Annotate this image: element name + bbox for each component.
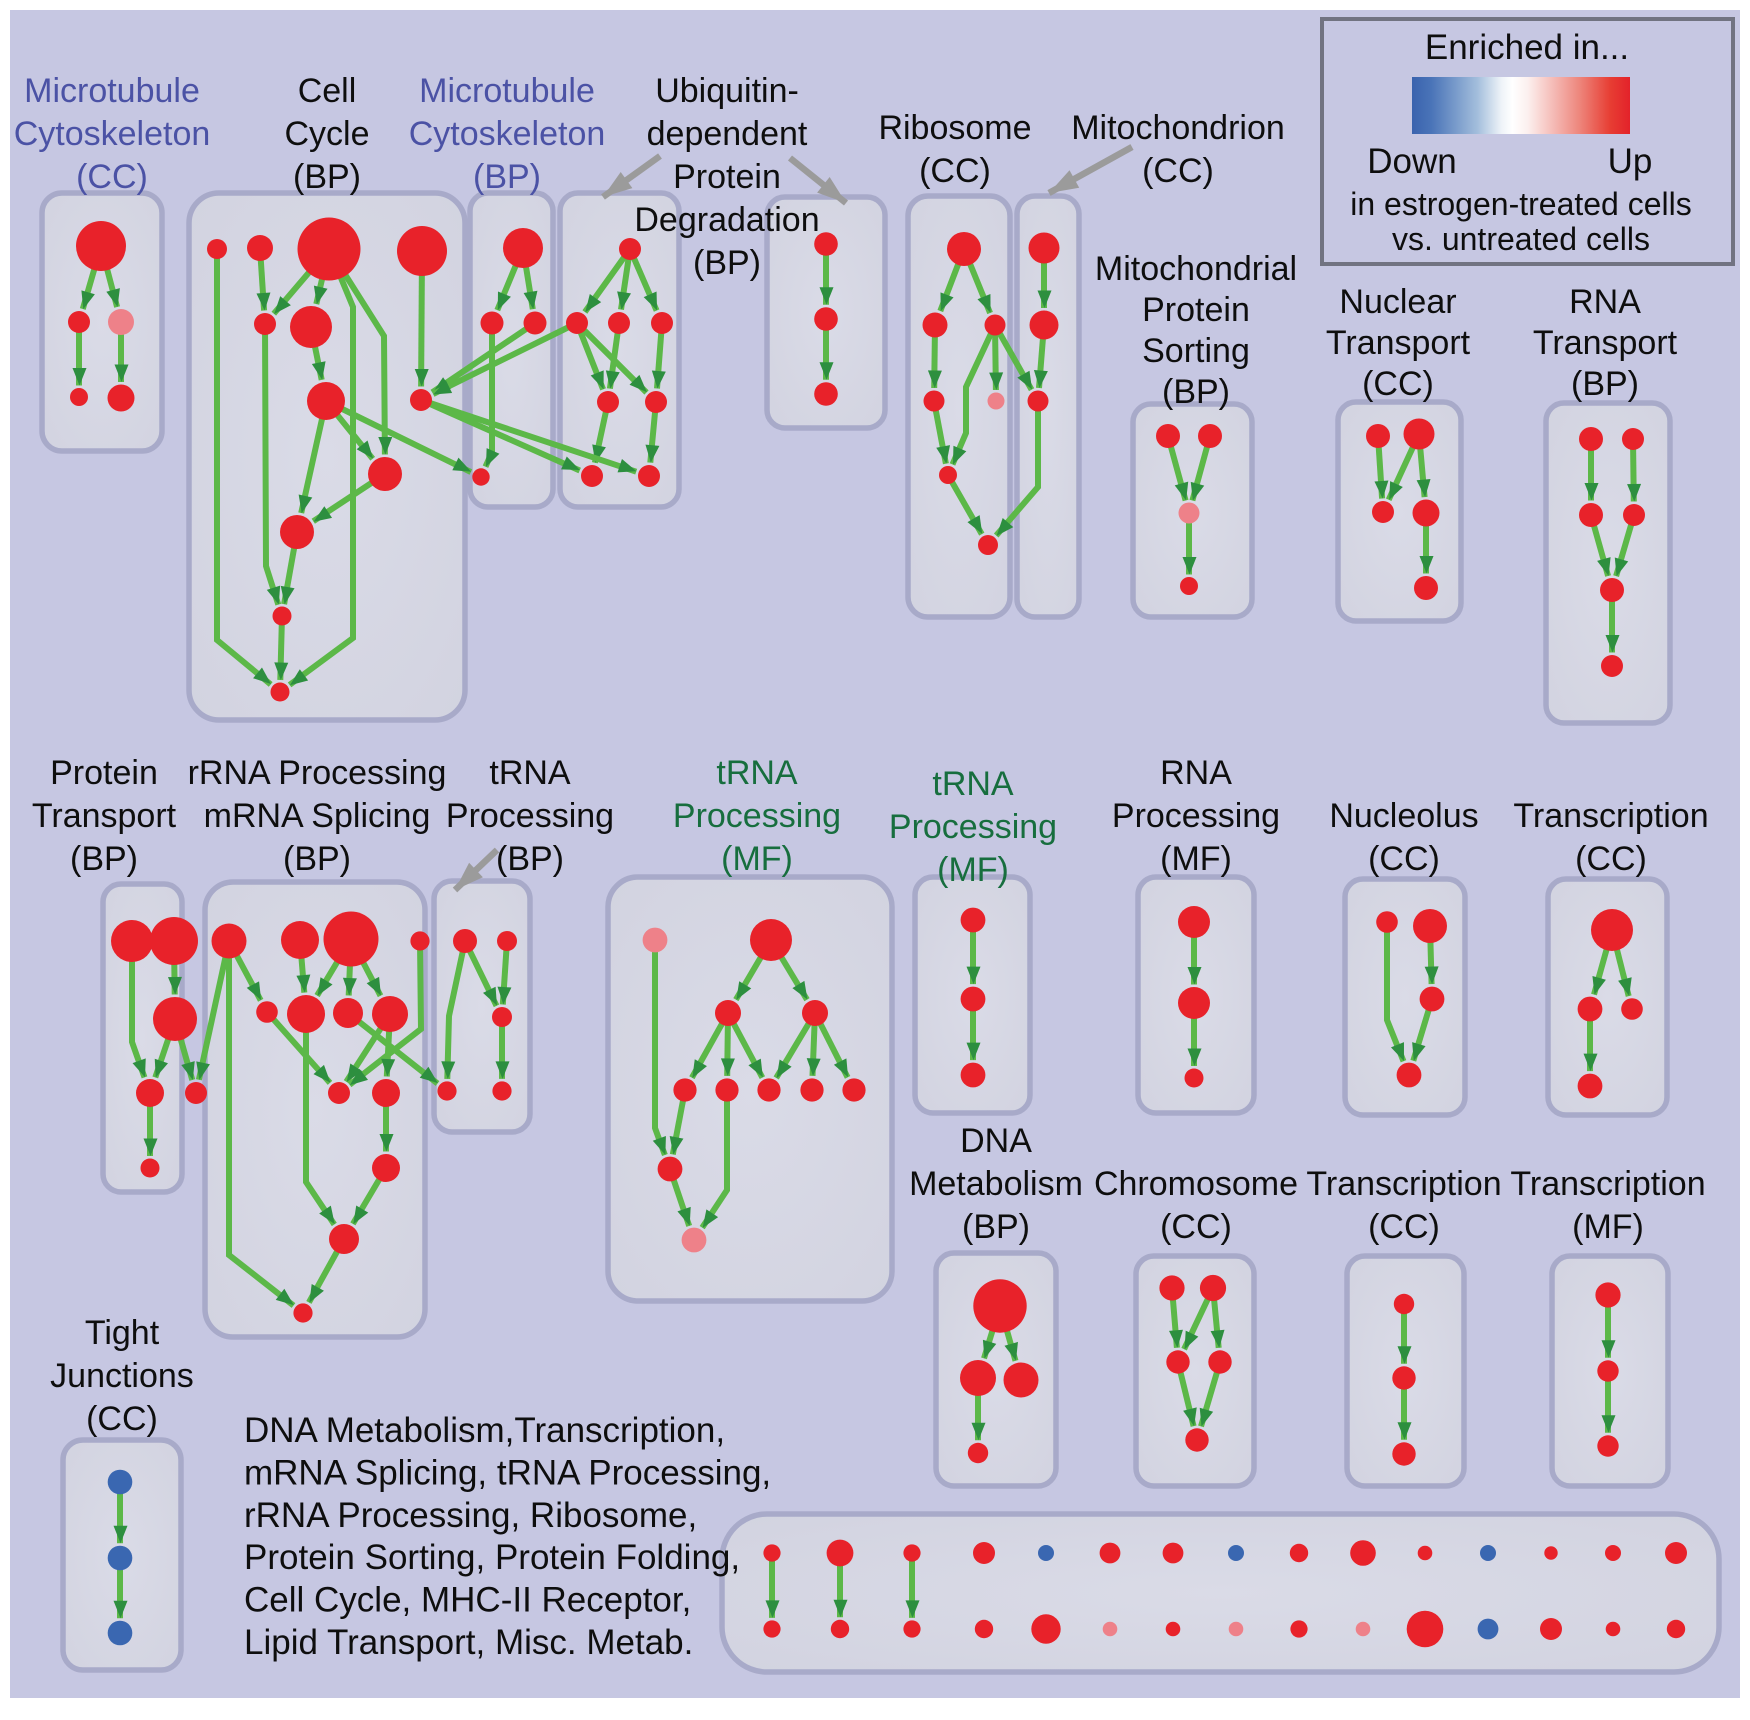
- svg-text:Processing: Processing: [1112, 797, 1280, 835]
- svg-text:Degradation: Degradation: [634, 201, 819, 239]
- svg-text:mRNA Splicing, tRNA Processing: mRNA Splicing, tRNA Processing,: [244, 1453, 771, 1492]
- svg-text:Protein Sorting, Protein Foldi: Protein Sorting, Protein Folding,: [244, 1538, 740, 1577]
- svg-text:Microtubule: Microtubule: [24, 72, 200, 110]
- svg-text:(CC): (CC): [1160, 1208, 1232, 1246]
- svg-text:(CC): (CC): [86, 1400, 158, 1438]
- svg-text:Nuclear: Nuclear: [1339, 283, 1456, 321]
- svg-text:Cycle: Cycle: [284, 115, 369, 153]
- svg-text:Protein: Protein: [1142, 291, 1250, 329]
- svg-text:Ubiquitin-: Ubiquitin-: [655, 72, 799, 110]
- svg-text:tRNA: tRNA: [932, 765, 1014, 803]
- svg-text:(CC): (CC): [76, 158, 148, 196]
- svg-text:Transcription: Transcription: [1510, 1165, 1705, 1203]
- svg-text:RNA: RNA: [1569, 283, 1641, 321]
- svg-text:Transport: Transport: [32, 797, 177, 835]
- svg-text:Down: Down: [1367, 142, 1456, 181]
- svg-text:Tight: Tight: [85, 1314, 160, 1352]
- svg-text:Processing: Processing: [889, 808, 1057, 846]
- svg-text:(BP): (BP): [962, 1208, 1030, 1246]
- svg-text:(BP): (BP): [496, 840, 564, 878]
- svg-text:(MF): (MF): [937, 851, 1009, 889]
- svg-text:(MF): (MF): [721, 840, 793, 878]
- svg-text:Microtubule: Microtubule: [419, 72, 595, 110]
- svg-text:Mitochondrion: Mitochondrion: [1071, 109, 1285, 147]
- svg-text:Cytoskeleton: Cytoskeleton: [14, 115, 211, 153]
- svg-text:(BP): (BP): [283, 840, 351, 878]
- svg-text:(BP): (BP): [1162, 373, 1230, 411]
- svg-text:(BP): (BP): [693, 244, 761, 282]
- svg-text:Processing: Processing: [673, 797, 841, 835]
- svg-text:tRNA: tRNA: [716, 754, 798, 792]
- svg-text:rRNA Processing, Ribosome,: rRNA Processing, Ribosome,: [244, 1496, 697, 1535]
- svg-text:vs. untreated cells: vs. untreated cells: [1392, 221, 1650, 257]
- svg-text:(BP): (BP): [1571, 365, 1639, 403]
- svg-text:tRNA: tRNA: [489, 754, 571, 792]
- svg-text:RNA: RNA: [1160, 754, 1232, 792]
- svg-text:(CC): (CC): [1575, 840, 1647, 878]
- svg-text:DNA: DNA: [960, 1122, 1032, 1160]
- svg-text:Cell Cycle, MHC-II Receptor,: Cell Cycle, MHC-II Receptor,: [244, 1581, 691, 1620]
- svg-text:Chromosome: Chromosome: [1094, 1165, 1298, 1203]
- svg-text:Transport: Transport: [1326, 324, 1471, 362]
- svg-text:Mitochondrial: Mitochondrial: [1095, 250, 1297, 288]
- svg-text:Transcription: Transcription: [1306, 1165, 1501, 1203]
- svg-text:Protein: Protein: [673, 158, 781, 196]
- svg-text:(BP): (BP): [293, 158, 361, 196]
- svg-text:Up: Up: [1608, 142, 1653, 181]
- svg-text:Junctions: Junctions: [50, 1357, 194, 1395]
- svg-text:Cytoskeleton: Cytoskeleton: [409, 115, 606, 153]
- svg-text:Lipid Transport, Misc. Metab.: Lipid Transport, Misc. Metab.: [244, 1623, 693, 1662]
- svg-text:Nucleolus: Nucleolus: [1329, 797, 1478, 835]
- svg-text:(CC): (CC): [1362, 365, 1434, 403]
- svg-text:Enriched in...: Enriched in...: [1425, 28, 1629, 67]
- svg-text:Sorting: Sorting: [1142, 332, 1250, 370]
- svg-text:in estrogen-treated cells: in estrogen-treated cells: [1350, 186, 1692, 222]
- svg-text:mRNA Splicing: mRNA Splicing: [204, 797, 431, 835]
- svg-text:(MF): (MF): [1572, 1208, 1644, 1246]
- svg-text:Cell: Cell: [298, 72, 357, 110]
- svg-text:Transport: Transport: [1533, 324, 1678, 362]
- svg-text:(BP): (BP): [473, 158, 541, 196]
- svg-text:Protein: Protein: [50, 754, 158, 792]
- svg-text:DNA Metabolism,Transcription,: DNA Metabolism,Transcription,: [244, 1411, 725, 1450]
- svg-text:Transcription: Transcription: [1513, 797, 1708, 835]
- svg-text:Processing: Processing: [446, 797, 614, 835]
- svg-text:(CC): (CC): [919, 152, 991, 190]
- svg-text:(CC): (CC): [1142, 152, 1214, 190]
- svg-text:(CC): (CC): [1368, 1208, 1440, 1246]
- svg-text:(CC): (CC): [1368, 840, 1440, 878]
- svg-text:(BP): (BP): [70, 840, 138, 878]
- svg-text:dependent: dependent: [647, 115, 808, 153]
- svg-text:Metabolism: Metabolism: [909, 1165, 1083, 1203]
- svg-text:Ribosome: Ribosome: [878, 109, 1031, 147]
- svg-text:(MF): (MF): [1160, 840, 1232, 878]
- svg-text:rRNA Processing: rRNA Processing: [188, 754, 447, 792]
